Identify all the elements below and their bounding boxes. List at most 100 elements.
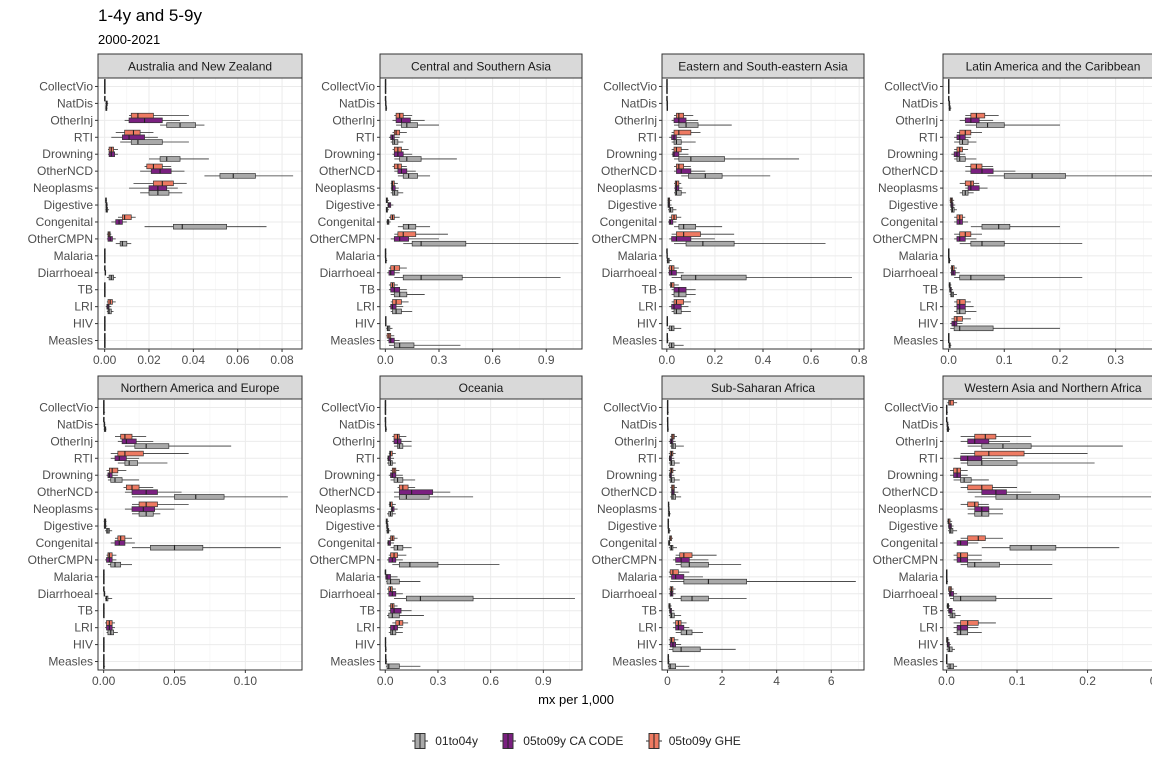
y-tick-label: CollectVio bbox=[884, 79, 938, 93]
box-iqr bbox=[397, 443, 404, 449]
box-05to09y-ca-code-collectvio bbox=[948, 83, 950, 90]
y-tick-label: Congenital bbox=[318, 536, 375, 550]
y-tick-label: TB bbox=[642, 604, 657, 618]
y-tick-label: Congenital bbox=[318, 215, 375, 229]
panel-border bbox=[379, 398, 583, 671]
box-iqr bbox=[668, 207, 674, 213]
box-iqr bbox=[953, 595, 997, 602]
box-05to09y-ghe-hiv bbox=[103, 637, 105, 643]
box-iqr bbox=[680, 595, 709, 602]
x-tick-label: 4 bbox=[773, 674, 780, 688]
box-01to04y-measles bbox=[946, 663, 958, 669]
box-01to04y-measles bbox=[668, 342, 684, 348]
box-05to09y-ghe-neoplasms bbox=[388, 501, 396, 508]
box-01to04y-collectvio bbox=[666, 88, 668, 94]
box-05to09y-ghe-otherinj bbox=[670, 433, 678, 440]
box-iqr bbox=[981, 223, 1011, 230]
box-01to04y-otherinj bbox=[674, 122, 732, 128]
y-tick-label: OtherCMPN bbox=[592, 553, 657, 567]
box-01to04y-congenital bbox=[674, 223, 723, 230]
box-iqr bbox=[959, 274, 1005, 281]
box-iqr bbox=[953, 325, 994, 332]
y-tick-label: OtherInj bbox=[332, 434, 375, 448]
box-iqr bbox=[669, 460, 675, 466]
box-iqr bbox=[956, 552, 969, 558]
box-05to09y-ghe-rti bbox=[960, 450, 1088, 457]
box-iqr bbox=[947, 663, 954, 669]
box-01to04y-drowning bbox=[953, 477, 989, 483]
y-tick-label: Digestive bbox=[326, 519, 376, 533]
y-tick-label: CollectVio bbox=[603, 400, 657, 414]
box-iqr bbox=[967, 185, 980, 191]
box-iqr bbox=[173, 223, 227, 230]
y-tick-label: Digestive bbox=[608, 198, 658, 212]
box-iqr bbox=[174, 494, 225, 500]
box-iqr bbox=[956, 308, 966, 315]
box-iqr bbox=[947, 646, 953, 653]
box-iqr bbox=[398, 561, 439, 568]
box-05to09y-ca-code-hiv bbox=[104, 320, 106, 327]
box-iqr bbox=[117, 535, 126, 541]
y-tick-label: HIV bbox=[73, 638, 93, 652]
panel-sub-saharan-africa: Sub-Saharan Africa CollectVio NatDis OtherI… bbox=[592, 375, 865, 688]
box-iqr bbox=[678, 122, 699, 128]
box-iqr bbox=[668, 219, 674, 225]
box-01to04y-otherinj bbox=[965, 122, 1060, 128]
y-tick-label: TB bbox=[642, 283, 657, 297]
x-tick-label: 0.1 bbox=[1009, 674, 1026, 688]
box-01to04y-collectvio bbox=[104, 88, 106, 94]
box-01to04y-measles bbox=[388, 342, 461, 348]
y-tick-label: Digestive bbox=[889, 519, 939, 533]
box-iqr bbox=[393, 433, 400, 440]
y-tick-label: OtherNCD bbox=[319, 164, 375, 178]
box-01to04y-diarrhoeal bbox=[672, 595, 747, 602]
box-01to04y-hiv bbox=[667, 325, 682, 332]
box-01to04y-diarrhoeal bbox=[394, 595, 575, 602]
box-iqr bbox=[405, 595, 474, 602]
box-iqr bbox=[956, 299, 966, 305]
y-tick-label: Measles bbox=[612, 655, 657, 669]
box-05to09y-ghe-hiv bbox=[104, 316, 106, 322]
y-tick-label: Neoplasms bbox=[315, 502, 375, 516]
box-05to09y-ca-code-rti bbox=[953, 455, 1003, 462]
y-tick-label: OtherNCD bbox=[601, 485, 657, 499]
y-tick-label: NatDis bbox=[621, 417, 657, 431]
y-tick-label: LRI bbox=[74, 621, 93, 635]
y-tick-label: NatDis bbox=[621, 96, 657, 110]
y-tick-label: Congenital bbox=[36, 215, 93, 229]
panel-strip bbox=[97, 53, 303, 79]
x-tick-label: 0.0 bbox=[940, 353, 957, 367]
box-05to09y-ghe-tb bbox=[388, 603, 398, 609]
y-tick-label: Malaria bbox=[54, 570, 94, 584]
box-05to09y-ca-code-hiv bbox=[103, 641, 105, 648]
box-iqr bbox=[219, 173, 256, 179]
box-05to09y-ghe-otherinj bbox=[129, 112, 189, 119]
box-iqr bbox=[960, 620, 979, 626]
box-05to09y-ghe-collectvio bbox=[666, 79, 668, 85]
box-05to09y-ca-code-digestive bbox=[103, 523, 108, 529]
y-tick-label: Drowning bbox=[42, 147, 93, 161]
box-iqr bbox=[967, 438, 990, 445]
box-05to09y-ghe-measles bbox=[945, 654, 948, 660]
y-tick-label: Digestive bbox=[608, 519, 658, 533]
box-05to09y-ghe-lri bbox=[390, 299, 409, 305]
box-05to09y-ca-code-natdis bbox=[666, 100, 668, 107]
y-tick-label: Malaria bbox=[336, 249, 376, 263]
box-01to04y-congenital bbox=[390, 544, 412, 551]
panel-background bbox=[98, 78, 302, 349]
y-tick-label: OtherInj bbox=[614, 434, 657, 448]
box-01to04y-othercmpn bbox=[675, 561, 742, 568]
box-01to04y-othercmpn bbox=[403, 240, 579, 247]
x-tick-label: 0.0 bbox=[377, 353, 394, 367]
box-05to09y-ghe-hiv bbox=[951, 316, 971, 322]
box-05to09y-ca-code-tb bbox=[671, 286, 696, 293]
box-01to04y-hiv bbox=[104, 325, 106, 332]
box-iqr bbox=[970, 112, 986, 119]
box-05to09y-ghe-othercmpn bbox=[953, 552, 982, 558]
y-tick-label: Neoplasms bbox=[878, 181, 938, 195]
box-iqr bbox=[675, 624, 685, 631]
y-tick-label: OtherNCD bbox=[37, 164, 93, 178]
box-05to09y-ca-code-rti bbox=[387, 455, 395, 462]
box-iqr bbox=[948, 591, 954, 597]
x-tick-label: 0.06 bbox=[226, 353, 250, 367]
